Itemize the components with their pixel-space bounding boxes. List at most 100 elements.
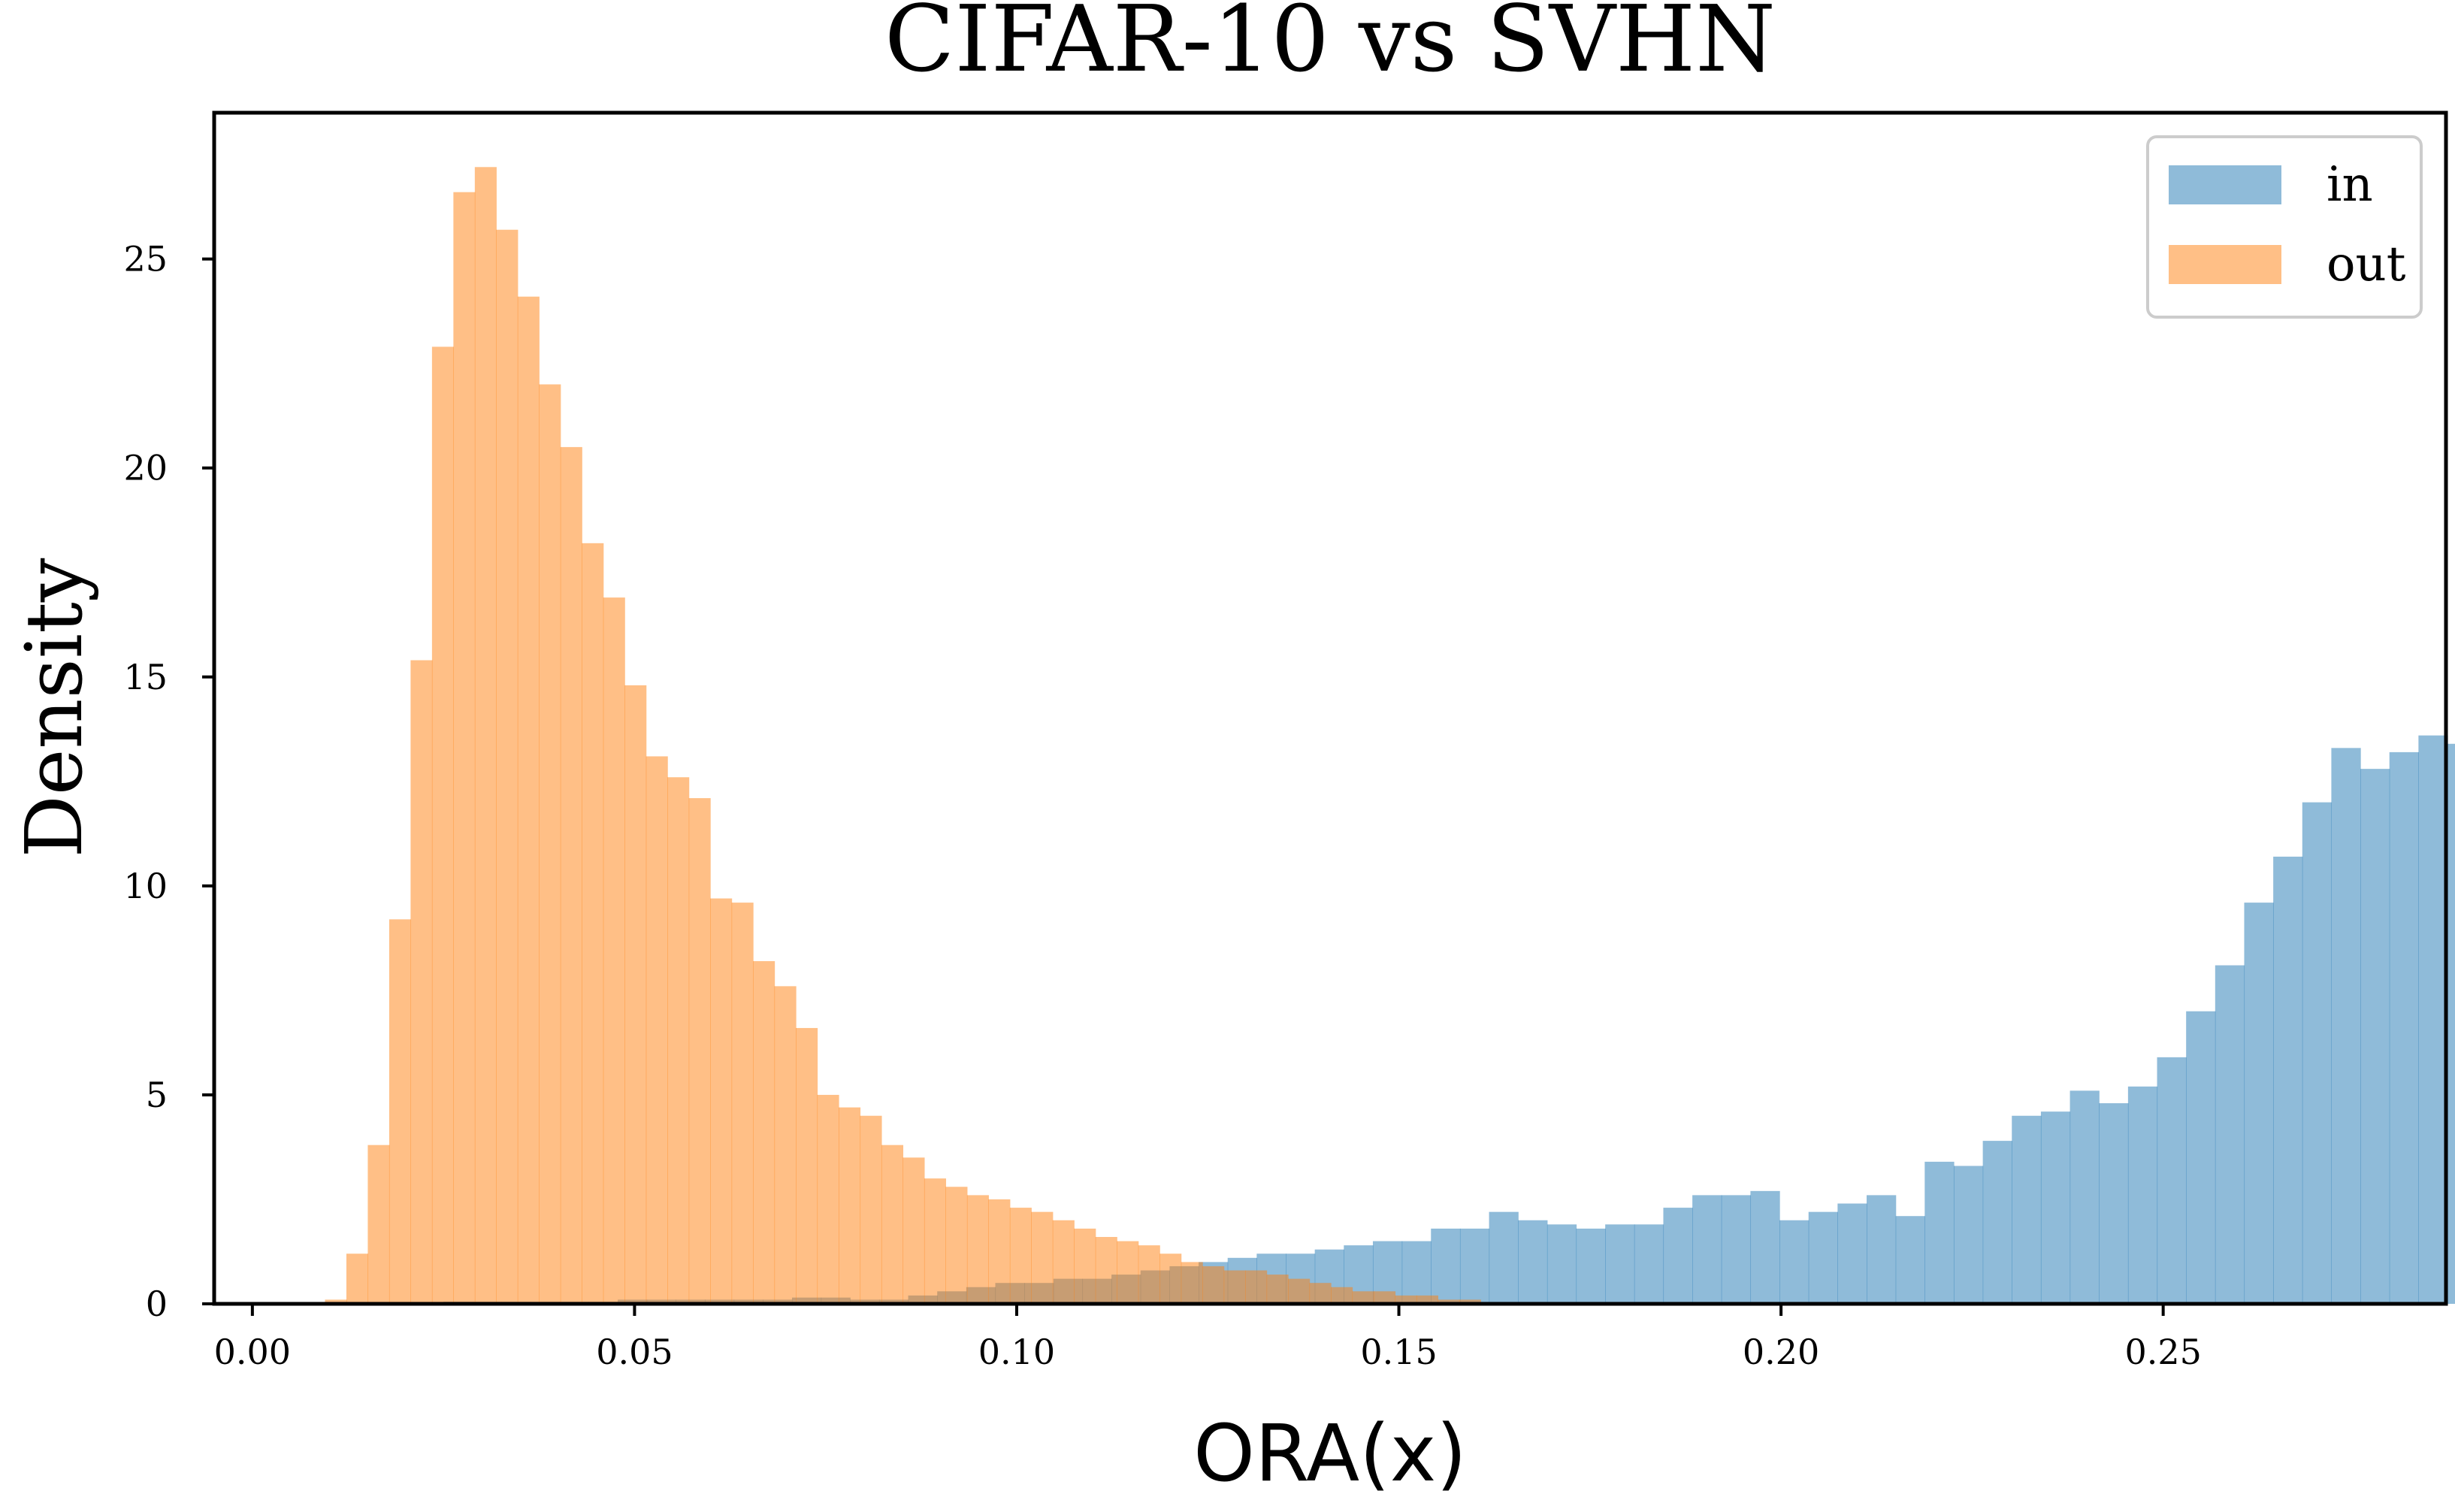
histogram-bar-out xyxy=(603,597,625,1304)
histogram-bar-in xyxy=(1459,1228,1490,1304)
histogram-bar-in xyxy=(1546,1224,1577,1304)
histogram-bar-in xyxy=(2127,1086,2158,1304)
histogram-bar-out xyxy=(560,446,582,1305)
plot-frame xyxy=(212,110,2448,1306)
histogram-bar-out xyxy=(1309,1283,1332,1304)
series-out-bars xyxy=(325,167,1481,1305)
legend-label-out: out xyxy=(2327,237,2406,292)
histogram-bar-out xyxy=(1138,1245,1160,1304)
x-tick-label: 0.00 xyxy=(214,1332,291,1372)
histogram-bar-out xyxy=(796,1027,818,1304)
histogram-bar-out xyxy=(1331,1287,1353,1304)
histogram-bar-out xyxy=(1009,1208,1032,1304)
histogram-bar-in xyxy=(1692,1195,1722,1304)
chart-title: CIFAR-10 vs SVHN xyxy=(884,0,1776,92)
histogram-bar-out xyxy=(902,1157,925,1304)
histogram-bar-in xyxy=(1721,1195,1752,1304)
histogram-bar-out xyxy=(945,1187,968,1304)
histogram-bar-out xyxy=(517,296,540,1305)
histogram-bar-in xyxy=(1953,1166,1984,1304)
histogram-bar-out xyxy=(1373,1291,1396,1304)
histogram-bar-in xyxy=(2040,1111,2071,1304)
x-tick-label: 0.15 xyxy=(1360,1332,1437,1372)
histogram-bar-out xyxy=(1202,1266,1225,1304)
histogram-bar-out xyxy=(496,229,519,1305)
histogram-bar-in xyxy=(1779,1220,1810,1304)
histogram-bar-in xyxy=(2389,751,2419,1304)
histogram-bar-out xyxy=(1159,1253,1182,1304)
legend-label-in: in xyxy=(2327,157,2373,213)
histogram-bar-out xyxy=(1052,1220,1075,1304)
y-tick-label: 0 xyxy=(146,1284,168,1324)
histogram-bar-out xyxy=(1031,1211,1054,1304)
histogram-bar-out xyxy=(1181,1262,1203,1304)
legend: in out xyxy=(2146,135,2423,319)
histogram-bar-in xyxy=(2273,856,2303,1304)
histogram-bar-in xyxy=(1663,1208,1693,1304)
histogram-bar-out xyxy=(860,1115,882,1304)
histogram-bar-in xyxy=(1867,1195,1897,1304)
histogram-bar-out xyxy=(1416,1295,1439,1304)
histogram-bar-in xyxy=(2186,1011,2216,1304)
histogram-bar-in xyxy=(2447,743,2455,1304)
x-tick-label: 0.20 xyxy=(1743,1332,1819,1372)
y-tick-label: 15 xyxy=(123,657,168,697)
histogram-bar-out xyxy=(838,1107,861,1304)
x-axis-ticks: 0.00 0.05 0.10 0.15 0.20 0.25 xyxy=(214,1304,2202,1372)
histogram-bar-out xyxy=(924,1178,946,1304)
histogram-bar-out xyxy=(1395,1295,1417,1304)
histogram-bar-out xyxy=(817,1094,839,1304)
histogram-bar-out xyxy=(753,960,776,1304)
histogram-bar-in xyxy=(2418,735,2448,1304)
y-axis-label: Density xyxy=(8,558,100,857)
histogram-bar-out xyxy=(431,346,454,1305)
histogram-bar-out xyxy=(1245,1270,1268,1304)
histogram-bar-in xyxy=(1518,1220,1548,1304)
histogram-bar-in xyxy=(1576,1228,1606,1304)
histogram-bar-out xyxy=(325,1299,347,1304)
y-tick-label: 20 xyxy=(123,448,168,488)
histogram-bar-out xyxy=(645,756,668,1304)
histogram-bar-out xyxy=(688,798,711,1304)
histogram-bar-in xyxy=(1895,1216,1925,1304)
y-axis-ticks: 0 5 10 15 20 25 xyxy=(123,239,214,1324)
histogram-bar-out xyxy=(539,384,561,1304)
x-axis-label: ORA(x) xyxy=(1193,1408,1467,1499)
histogram-bar-out xyxy=(1438,1299,1460,1304)
histogram-bar-out xyxy=(453,192,476,1304)
histogram-bar-out xyxy=(367,1145,390,1304)
x-tick-label: 0.05 xyxy=(596,1332,673,1372)
legend-swatch-out xyxy=(2169,245,2281,284)
histogram-bar-in xyxy=(1401,1241,1432,1304)
histogram-bar-out xyxy=(966,1195,989,1304)
histogram-bar-out xyxy=(988,1199,1011,1304)
histogram-bar-in xyxy=(2157,1057,2187,1304)
histogram-bar-out xyxy=(731,903,754,1304)
y-tick-label: 25 xyxy=(123,239,168,280)
histogram-bar-out xyxy=(774,986,797,1304)
histogram-bar-in xyxy=(1808,1211,1838,1304)
histogram-bar-in xyxy=(1431,1228,1461,1304)
histogram-bar-in xyxy=(2244,903,2274,1304)
histogram-bar-in xyxy=(2302,802,2333,1304)
histogram-bar-out xyxy=(1074,1228,1096,1304)
histogram-bar-out xyxy=(346,1253,369,1304)
histogram-bar-in xyxy=(1924,1161,1955,1304)
legend-swatch-in xyxy=(2169,165,2281,204)
histogram-bar-out xyxy=(1095,1237,1117,1304)
histogram-bar-in xyxy=(1982,1141,2012,1304)
histogram-bar-in xyxy=(2012,1115,2042,1304)
histogram-bar-out xyxy=(1117,1241,1139,1304)
x-tick-label: 0.25 xyxy=(2124,1332,2201,1372)
histogram-bar-in xyxy=(2070,1090,2100,1304)
histogram-bar-out xyxy=(667,777,690,1304)
histogram-bar-in xyxy=(2331,748,2361,1304)
histogram-bar-out xyxy=(1459,1299,1481,1304)
histogram-bar-out xyxy=(389,919,411,1304)
y-tick-label: 5 xyxy=(146,1075,168,1115)
histogram-bar-out xyxy=(582,543,604,1304)
histogram-bar-out xyxy=(624,685,647,1304)
histogram-bar-in xyxy=(1489,1211,1519,1304)
